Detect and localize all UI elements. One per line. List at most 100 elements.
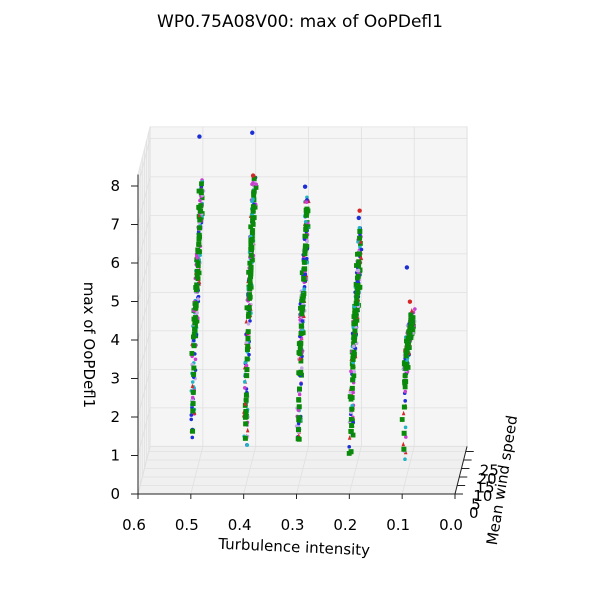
scatter-point bbox=[294, 424, 299, 428]
scatter-point bbox=[404, 435, 408, 439]
scatter-point bbox=[198, 203, 204, 209]
y-tick-label: 20 bbox=[478, 470, 497, 488]
scatter-point bbox=[244, 340, 249, 345]
scatter-point bbox=[190, 408, 196, 414]
y-tick-label: 15 bbox=[475, 479, 494, 497]
scatter-point bbox=[401, 446, 407, 452]
scatter-point bbox=[357, 208, 362, 213]
scatter-point bbox=[413, 307, 417, 311]
scatter-point bbox=[250, 173, 256, 178]
scatter-point bbox=[243, 392, 249, 398]
scatter-point bbox=[299, 382, 303, 386]
grid-line-ti-floor bbox=[401, 446, 415, 495]
scatter-point bbox=[244, 356, 250, 362]
scatter-point bbox=[351, 390, 355, 395]
scatter-point bbox=[191, 371, 197, 377]
scatter-point bbox=[248, 264, 254, 270]
scatter-point bbox=[302, 247, 308, 253]
z-tick-label: 0 bbox=[110, 485, 120, 503]
x-tick-label: 0.1 bbox=[386, 516, 410, 534]
scatter-point bbox=[405, 345, 411, 351]
scatter-point bbox=[348, 428, 354, 434]
scatter-point bbox=[196, 232, 202, 238]
scatter-point bbox=[303, 224, 309, 230]
scatter-point bbox=[403, 389, 408, 394]
scatter-point bbox=[247, 277, 253, 283]
scatter-point bbox=[401, 441, 406, 447]
x-tick-label: 0.5 bbox=[175, 516, 199, 534]
scatter-point bbox=[356, 268, 361, 273]
scatter-point bbox=[195, 249, 201, 255]
scatter-point bbox=[304, 210, 310, 216]
grid-line-ti-floor bbox=[296, 446, 309, 495]
scatter-point bbox=[247, 352, 251, 357]
scatter-point bbox=[402, 373, 408, 379]
scatter-point bbox=[192, 319, 198, 325]
y-tick-label: 0 bbox=[469, 504, 479, 522]
scatter-point bbox=[357, 225, 362, 230]
scatter-point bbox=[407, 329, 413, 335]
scatter-point bbox=[251, 181, 255, 185]
scatter-point bbox=[359, 247, 364, 252]
scatter-point bbox=[248, 271, 254, 277]
scatter-point bbox=[295, 427, 301, 433]
scatter-point bbox=[190, 395, 195, 400]
scatter-point bbox=[302, 184, 308, 189]
scatter-point bbox=[247, 286, 253, 292]
scatter-point bbox=[302, 287, 306, 292]
scatter-point bbox=[296, 397, 302, 402]
scatter-point bbox=[358, 239, 363, 244]
scatter-point bbox=[191, 338, 196, 343]
scatter-point bbox=[250, 130, 255, 135]
scatter-point bbox=[297, 356, 302, 361]
scatter-point bbox=[243, 421, 249, 427]
scatter-point bbox=[349, 369, 353, 374]
x-tick-label: 0.6 bbox=[122, 516, 146, 534]
scatter-point bbox=[297, 351, 303, 357]
scatter-point bbox=[297, 392, 302, 397]
grid-line-z-left bbox=[137, 369, 151, 418]
scatter-point bbox=[244, 363, 249, 368]
grid-line-z-left bbox=[137, 292, 151, 341]
scatter-point bbox=[303, 233, 309, 239]
scatter-point bbox=[248, 319, 252, 323]
scatter-point bbox=[298, 358, 304, 364]
scatter-point bbox=[402, 384, 408, 390]
scatter-point bbox=[190, 334, 196, 340]
grid-line-z-left bbox=[137, 215, 151, 264]
scatter-point bbox=[304, 200, 309, 204]
scatter-point bbox=[299, 323, 305, 329]
scatter-point bbox=[404, 265, 410, 270]
scatter-point bbox=[351, 341, 356, 347]
scatter-point bbox=[349, 423, 355, 429]
scatter-point bbox=[190, 401, 196, 407]
scatter-point bbox=[251, 192, 257, 198]
scatter-point bbox=[195, 263, 201, 268]
scatter-point bbox=[300, 297, 306, 303]
scatter-point bbox=[198, 253, 202, 258]
scatter-point bbox=[198, 208, 204, 214]
scatter-point bbox=[193, 302, 199, 308]
y-tick-label: 25 bbox=[480, 462, 499, 480]
scatter-point bbox=[198, 190, 204, 196]
scatter-point bbox=[348, 390, 353, 394]
y-axis-line bbox=[454, 446, 468, 495]
scatter-point bbox=[244, 346, 250, 352]
scatter-point bbox=[348, 449, 354, 455]
scatter-point bbox=[195, 255, 200, 260]
scatter-point bbox=[403, 399, 408, 403]
scatter-point bbox=[190, 389, 196, 395]
scatter-point bbox=[195, 260, 201, 266]
scatter-point bbox=[250, 257, 255, 263]
scatter-point bbox=[300, 292, 306, 298]
x-tick-label: 0.4 bbox=[228, 516, 252, 534]
z-tick-label: 3 bbox=[110, 370, 120, 388]
scatter-point bbox=[295, 436, 301, 442]
scatter-point bbox=[300, 319, 305, 323]
scatter-point bbox=[304, 256, 309, 261]
scatter-point bbox=[195, 311, 199, 315]
scatter-point bbox=[244, 318, 249, 324]
scatter-point bbox=[196, 297, 200, 301]
scatter-point bbox=[192, 315, 198, 321]
